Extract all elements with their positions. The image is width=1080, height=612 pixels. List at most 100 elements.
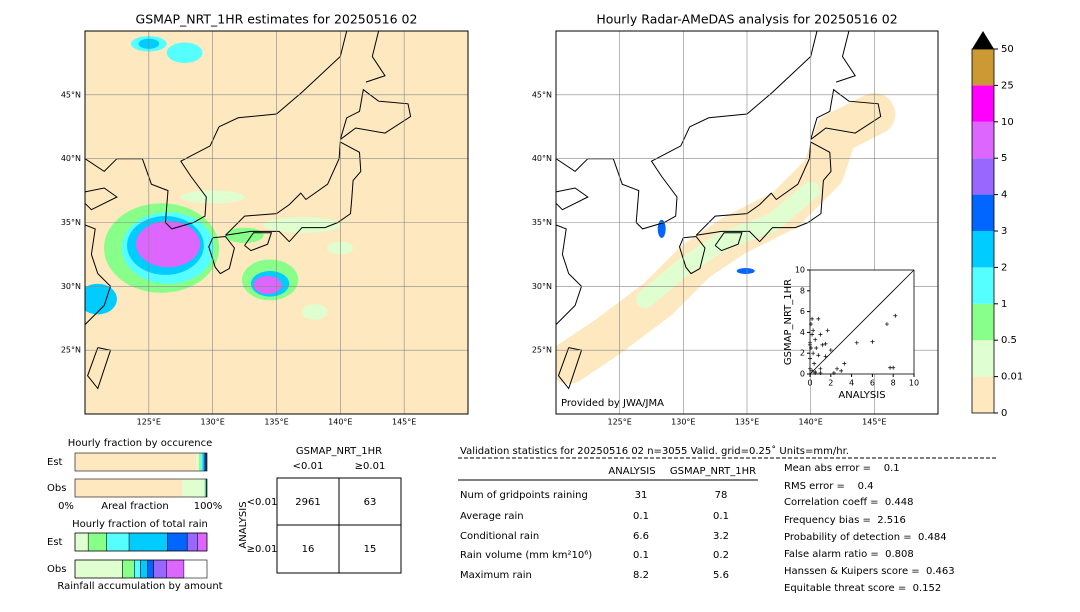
label: 100%	[194, 501, 223, 512]
label: 30°N	[61, 282, 81, 291]
label: 35°N	[532, 218, 552, 227]
map	[85, 31, 468, 414]
fraction-segment	[205, 479, 206, 497]
label: GSMAP_NRT_1HR	[670, 466, 756, 477]
label: RMS error = 0.4	[784, 481, 874, 492]
rain-area	[166, 42, 203, 63]
scatter-point	[835, 366, 840, 371]
fraction-segment	[201, 453, 203, 471]
fraction-segment	[106, 532, 130, 552]
label: Rainfall accumulation by amount	[57, 581, 222, 592]
scatter-point	[823, 354, 828, 359]
map-frame	[84, 30, 469, 415]
label: 6.6	[633, 531, 649, 542]
label: ≥0.01	[355, 461, 386, 472]
scatter-point	[808, 356, 812, 361]
label: 6	[870, 379, 875, 388]
label: Equitable threat score = 0.152	[784, 583, 941, 594]
label: Hanssen & Kuipers score = 0.463	[784, 566, 955, 577]
rain-area	[263, 217, 341, 233]
label: Est	[47, 457, 63, 468]
scatter-point	[891, 365, 896, 370]
label: 3.2	[713, 531, 729, 542]
label: Est	[47, 537, 63, 548]
label: 40°N	[61, 154, 81, 163]
coastline	[556, 126, 691, 230]
scatter-point	[810, 368, 815, 373]
label: 130°E	[671, 418, 695, 427]
label: 0.01	[1001, 372, 1023, 383]
colorbar-segment	[972, 121, 994, 159]
label: 0	[1001, 408, 1007, 419]
label: Frequency bias = 2.516	[784, 515, 906, 526]
coastline	[557, 347, 583, 390]
bar-frame	[74, 559, 208, 579]
coastline	[695, 141, 832, 243]
label: ANALYSIS	[608, 466, 655, 477]
bar-frame	[74, 452, 208, 472]
label: 4	[849, 379, 854, 388]
fraction-segment	[182, 479, 205, 497]
scatter-point	[893, 313, 898, 318]
coastline	[365, 31, 386, 83]
scatter-point	[811, 351, 816, 356]
label: 25°N	[61, 346, 81, 355]
label: 0.1	[633, 511, 649, 522]
coastline	[714, 232, 743, 252]
fraction-segment	[134, 559, 141, 579]
scatter-point	[816, 353, 821, 358]
coastline	[689, 31, 818, 128]
label: Num of gridpoints raining	[460, 490, 588, 501]
scatter-point	[812, 361, 817, 366]
label: 130°E	[201, 418, 225, 427]
label: Areal fraction	[101, 501, 168, 512]
coastline	[85, 187, 118, 211]
label: Hourly fraction of total rain	[72, 519, 208, 530]
scatter-point	[818, 366, 823, 371]
label: 140°E	[799, 418, 823, 427]
label: 6	[800, 307, 805, 316]
fraction-segment	[140, 559, 148, 579]
scatter-point	[809, 322, 814, 327]
label: 30°N	[532, 282, 552, 291]
label: Rain volume (mm km²10⁶)	[460, 550, 592, 561]
label: ANALYSIS	[238, 501, 249, 548]
rain-area	[657, 219, 666, 238]
colorbar-segment	[972, 85, 994, 122]
fraction-segment	[153, 559, 167, 579]
scatter-point	[808, 366, 812, 371]
coastline	[87, 347, 112, 390]
label: Maximum rain	[460, 570, 532, 581]
label: Provided by JWA/JMA	[561, 398, 664, 409]
label: 3	[1001, 226, 1007, 237]
label: 78	[715, 490, 728, 501]
label: 15	[364, 544, 377, 555]
label: 135°E	[735, 418, 759, 427]
label: 125°E	[137, 418, 161, 427]
scatter-point	[870, 339, 875, 344]
label: 10	[795, 266, 805, 275]
fraction-segment	[87, 532, 107, 552]
coastline	[556, 187, 589, 211]
coastline	[244, 232, 273, 252]
label: 1	[1001, 299, 1007, 310]
label: 140°E	[328, 418, 352, 427]
label: Obs	[47, 483, 66, 494]
colorbar-segment	[972, 303, 994, 341]
fraction-segment	[75, 453, 197, 471]
coastline	[225, 141, 362, 243]
colorbar-extend	[972, 31, 994, 49]
rain-area	[636, 181, 820, 309]
label: GSMAP_NRT_1HR estimates for 20250516 02	[136, 12, 418, 27]
scatter-point	[816, 316, 821, 321]
rain-area	[253, 276, 282, 295]
scatter-point	[842, 361, 847, 366]
label: False alarm ratio = 0.808	[784, 549, 914, 560]
label: GSMAP_NRT_1HR	[783, 279, 794, 365]
colorbar-segment	[972, 49, 994, 86]
fraction-segment	[199, 453, 202, 471]
label: ANALYSIS	[838, 390, 885, 401]
fraction-segment	[186, 532, 199, 552]
label: 0.1	[713, 511, 729, 522]
label: 8.2	[633, 570, 649, 581]
